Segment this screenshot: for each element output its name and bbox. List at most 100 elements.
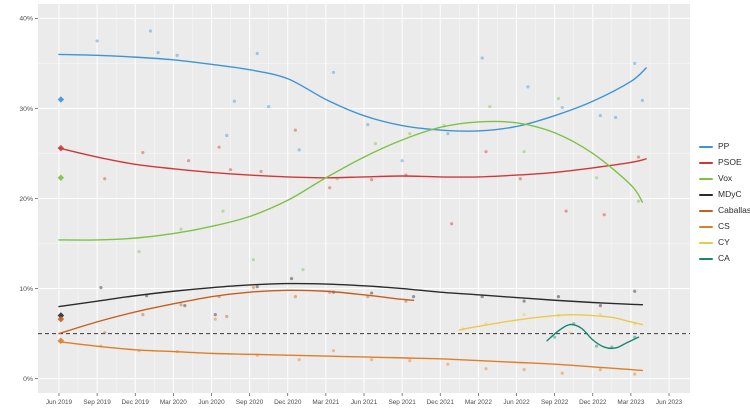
poll-point xyxy=(614,115,618,120)
poll-point xyxy=(179,303,183,307)
poll-point xyxy=(370,358,374,362)
y-tick-label: 0% xyxy=(23,376,33,383)
election-marker-PP xyxy=(57,96,65,103)
poll-point xyxy=(636,155,641,159)
poll-point xyxy=(232,99,236,103)
x-tick-label: Jun 2023 xyxy=(656,399,683,406)
poll-point xyxy=(518,177,522,181)
y-tick-label: 40% xyxy=(19,16,33,23)
legend-label: Vox xyxy=(718,173,733,184)
x-tick-label: Jun 2022 xyxy=(503,399,530,406)
poll-point xyxy=(297,358,301,362)
x-tick-label: Sep 2021 xyxy=(388,399,416,406)
poll-point xyxy=(331,349,336,353)
poll-point xyxy=(598,367,602,372)
legend-key-Caballas xyxy=(699,209,713,212)
legend-item-Caballas: Caballas xyxy=(699,205,750,216)
election-markers xyxy=(57,96,65,345)
x-tick-label: Jun 2020 xyxy=(198,399,225,406)
poll-point xyxy=(213,317,217,321)
legend-item-CY: CY xyxy=(699,237,750,248)
poll-point xyxy=(366,123,370,127)
legend-key-CS xyxy=(699,225,713,228)
poll-point xyxy=(251,258,256,262)
poll-point xyxy=(411,295,416,299)
poll-point xyxy=(175,53,179,57)
legend-label: PP xyxy=(718,141,730,152)
poll-point xyxy=(400,159,404,163)
poll-point xyxy=(522,150,526,154)
poll-point xyxy=(148,29,153,33)
poll-point xyxy=(484,150,488,154)
poll-point xyxy=(446,362,450,366)
legend-item-CS: CS xyxy=(699,221,750,232)
legend-key-MDyC xyxy=(699,193,713,196)
legend-label: CA xyxy=(718,253,730,264)
legend-item-PSOE: PSOE xyxy=(699,157,750,168)
trend-line-CS xyxy=(58,340,644,372)
x-tick-label: Dec 2019 xyxy=(122,399,150,406)
legend-key-PP xyxy=(699,145,713,148)
legend-key-CY xyxy=(699,241,713,244)
poll-point xyxy=(221,209,225,213)
poll-point xyxy=(484,367,488,371)
poll-point xyxy=(95,39,99,43)
poll-point xyxy=(141,313,145,317)
chart-legend: PP PSOE Vox MDyC Caballas CS CY CA xyxy=(699,141,750,264)
poll-point xyxy=(213,313,217,317)
election-marker-Vox xyxy=(57,174,65,182)
poll-point xyxy=(598,304,602,308)
trend-line-CY xyxy=(458,313,644,331)
legend-item-PP: PP xyxy=(699,141,750,152)
poll-point xyxy=(187,159,191,163)
legend-item-MDyC: MDyC xyxy=(699,189,750,200)
x-tick-label: Mar 2020 xyxy=(160,399,187,406)
y-tick-label: 30% xyxy=(19,106,33,113)
legend-label: CS xyxy=(718,221,730,232)
poll-point xyxy=(522,313,526,317)
poll-point xyxy=(289,277,294,281)
poll-point xyxy=(370,177,374,182)
poll-point xyxy=(560,371,564,375)
election-marker-MDyC xyxy=(57,312,65,319)
poll-point xyxy=(568,331,572,335)
poll-point xyxy=(522,299,526,303)
election-marker-CS xyxy=(57,337,65,345)
legend-item-CA: CA xyxy=(699,253,750,264)
poll-point xyxy=(103,331,107,335)
legend-label: Caballas xyxy=(718,205,750,216)
x-tick-label: Jun 2019 xyxy=(46,399,73,406)
x-tick-label: Mar 2022 xyxy=(465,399,492,406)
poll-point xyxy=(450,222,454,226)
poll-point xyxy=(267,105,271,109)
poll-point xyxy=(141,150,145,155)
poll-point xyxy=(446,132,450,136)
legend-key-PSOE xyxy=(699,161,713,164)
x-tick-label: Sep 2020 xyxy=(236,399,264,406)
poll-point xyxy=(328,186,332,190)
poll-point xyxy=(556,295,561,299)
poll-point xyxy=(522,367,526,372)
trend-line-Caballas xyxy=(58,289,415,335)
poll-point xyxy=(564,209,568,213)
poll-point xyxy=(602,213,606,217)
poll-point xyxy=(526,85,530,89)
poll-point xyxy=(408,132,412,136)
poll-point xyxy=(301,268,305,272)
x-tick-label: Mar 2023 xyxy=(617,399,644,406)
poll-point xyxy=(225,133,229,138)
poll-point xyxy=(225,314,229,319)
x-tick-label: Mar 2021 xyxy=(312,399,339,406)
legend-item-Vox: Vox xyxy=(699,173,750,184)
poll-point xyxy=(228,168,233,172)
trend-line-PP xyxy=(58,53,647,132)
poll-point xyxy=(594,176,599,180)
trend-line-PSOE xyxy=(58,147,647,179)
poll-point xyxy=(293,128,297,132)
poll-point xyxy=(99,286,103,290)
poll-point xyxy=(640,98,644,102)
legend-label: PSOE xyxy=(718,157,742,168)
legend-key-CA xyxy=(699,257,713,260)
poll-point xyxy=(636,199,641,203)
